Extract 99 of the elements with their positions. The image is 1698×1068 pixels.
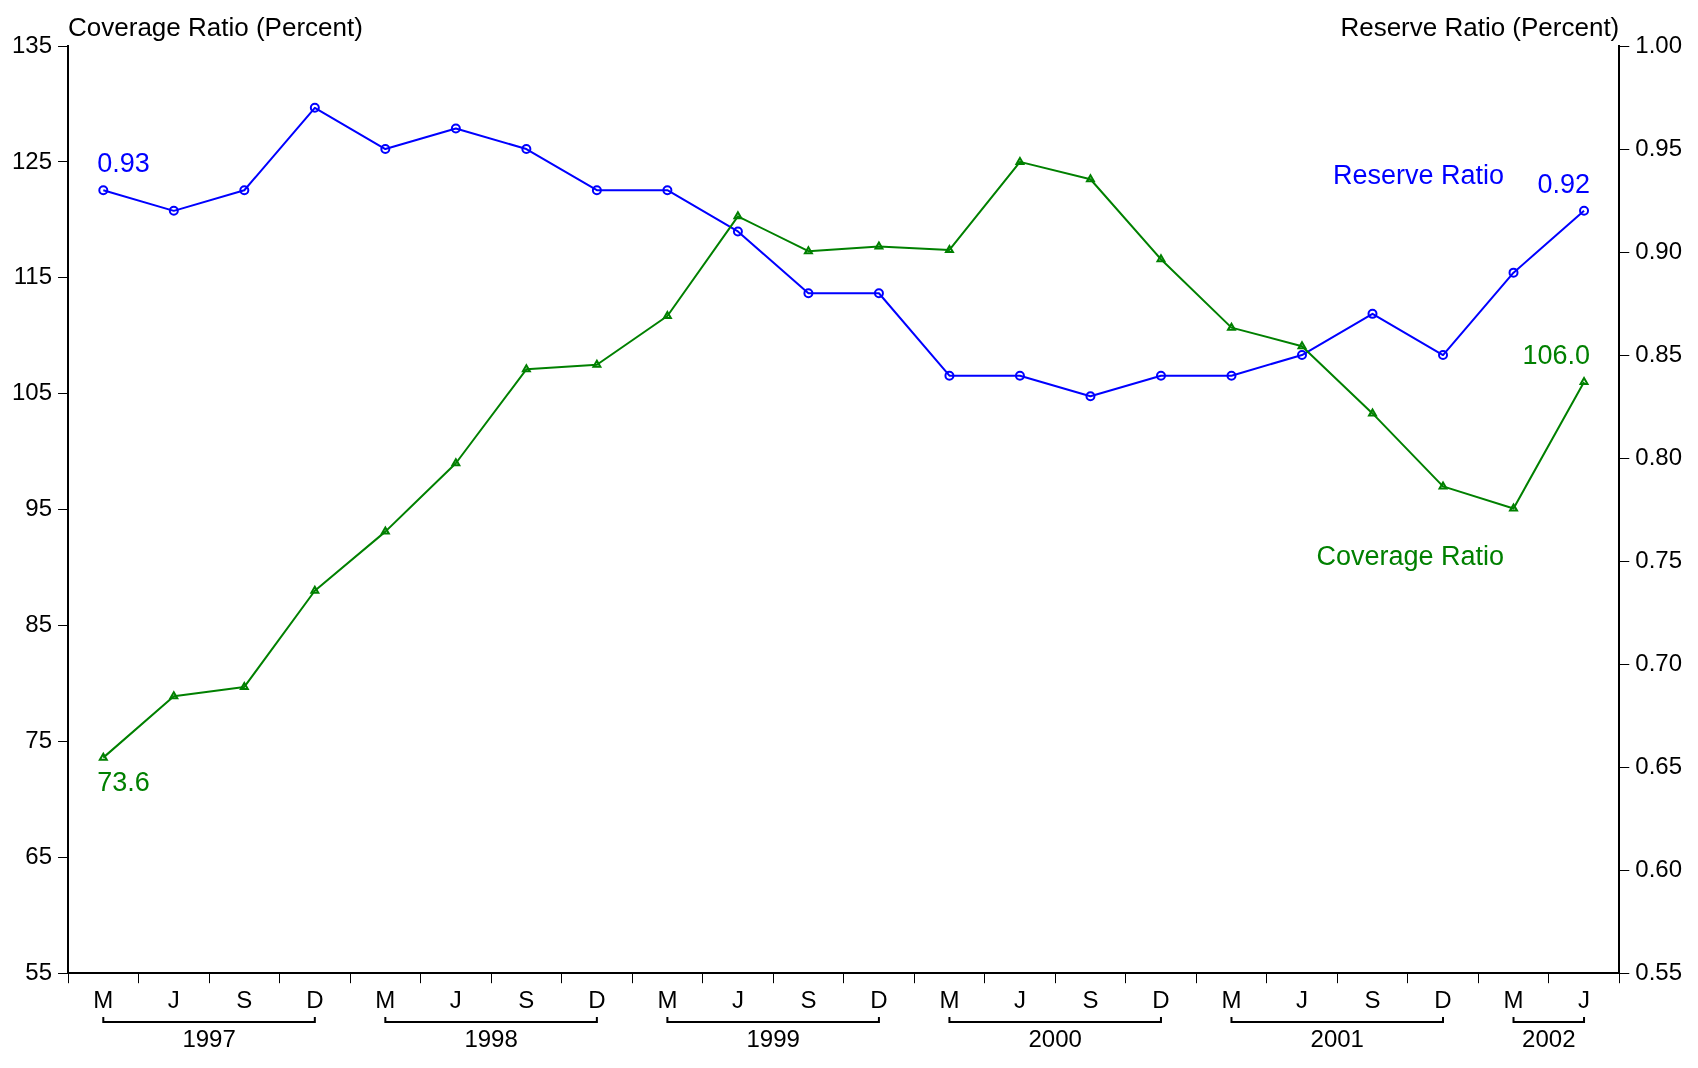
point (309, 102, 320, 113)
point (1509, 503, 1518, 512)
text: 2002 (1522, 1024, 1576, 1052)
point (1438, 481, 1448, 490)
x-tick-label: S (1082, 986, 1099, 1014)
point (1438, 350, 1449, 361)
text: 1997 (182, 1024, 236, 1052)
point (1579, 377, 1589, 386)
x-tick-label: D (870, 986, 888, 1014)
point (450, 123, 461, 134)
y-tick-label: 105 (12, 378, 53, 406)
y2-tick-label: 0.95 (1635, 133, 1683, 161)
point (662, 185, 673, 196)
point (944, 370, 955, 381)
y2-tick-label: 0.75 (1635, 545, 1683, 573)
y2-tick-label: 0.70 (1635, 648, 1683, 676)
y2-tick-label: 0.60 (1635, 854, 1683, 882)
point (733, 211, 743, 220)
point (521, 364, 531, 373)
y-tick-label: 85 (25, 610, 53, 638)
x-tick-label: D (1152, 986, 1170, 1014)
text: 1998 (464, 1024, 518, 1052)
point (1015, 156, 1025, 165)
point (168, 205, 179, 216)
x-tick-label: M (939, 986, 960, 1014)
x-tick-label: S (1364, 986, 1381, 1014)
point (380, 144, 391, 155)
point (874, 241, 884, 250)
data-label: 106.0 (1522, 340, 1591, 371)
point (1297, 341, 1307, 350)
point (451, 458, 461, 467)
point (1155, 370, 1166, 381)
point (1227, 322, 1236, 331)
y-tick-label: 75 (25, 726, 53, 754)
x-tick-label: S (236, 986, 253, 1014)
point (239, 681, 249, 690)
y2-tick-label: 0.55 (1635, 957, 1683, 985)
x-tick-label: J (1013, 986, 1026, 1014)
point (98, 185, 109, 196)
point (803, 288, 814, 299)
x-tick-label: S (800, 986, 817, 1014)
point (98, 752, 108, 761)
x-tick-label: M (375, 986, 396, 1014)
point (380, 526, 390, 535)
point (310, 585, 320, 594)
text: 1999 (746, 1024, 800, 1052)
point (1367, 308, 1378, 319)
point (873, 288, 884, 299)
point (1508, 267, 1519, 278)
x-tick-label: M (1503, 986, 1524, 1014)
point (591, 185, 602, 196)
data-label: 0.92 (1537, 168, 1591, 199)
y-tick-label: 95 (25, 494, 53, 522)
point (732, 226, 743, 237)
point (592, 359, 602, 368)
point (944, 244, 954, 253)
x-tick-label: J (167, 986, 180, 1014)
x-tick-label: D (306, 986, 324, 1014)
y2-tick-label: 0.90 (1635, 236, 1683, 264)
point (1296, 350, 1307, 361)
point (169, 691, 179, 700)
y-tick-label: 65 (25, 841, 53, 869)
text: Reserve Ratio (1332, 160, 1505, 191)
point (1085, 391, 1096, 402)
x-tick-label: J (1295, 986, 1308, 1014)
point (1226, 370, 1237, 381)
x-tick-label: D (588, 986, 606, 1014)
x-tick-label: S (518, 986, 535, 1014)
point (239, 185, 250, 196)
x-tick-label: D (1434, 986, 1452, 1014)
point (803, 246, 813, 255)
x-tick-label: J (1578, 986, 1591, 1014)
y-tick-label: 135 (12, 30, 53, 58)
series-label: Coverage Ratio (1316, 540, 1505, 571)
x-tick-label: J (449, 986, 462, 1014)
y2-tick-label: 0.65 (1635, 751, 1683, 779)
y2-tick-label: 1.00 (1635, 30, 1683, 58)
data-label: 0.93 (97, 148, 150, 179)
y-axis-title: Coverage Ratio (Percent) (68, 12, 363, 43)
text: 2001 (1310, 1024, 1364, 1052)
data-label: 73.6 (97, 766, 150, 797)
point (1085, 174, 1095, 183)
x-tick-label: J (731, 986, 744, 1014)
y-tick-label: 115 (13, 262, 53, 290)
point (1156, 254, 1166, 263)
y2-tick-label: 0.80 (1635, 442, 1683, 470)
point (521, 144, 532, 155)
x-tick-label: M (1221, 986, 1242, 1014)
point (1579, 205, 1590, 216)
point (1014, 370, 1025, 381)
point (662, 311, 672, 320)
y-tick-label: 125 (12, 146, 53, 174)
text: 2000 (1028, 1024, 1082, 1052)
y-tick-label: 55 (25, 957, 53, 985)
y2-axis-title: Reserve Ratio (Percent) (1340, 12, 1620, 43)
point (1368, 408, 1377, 417)
x-tick-label: M (657, 986, 678, 1014)
y2-tick-label: 0.85 (1635, 339, 1683, 367)
x-tick-label: M (93, 986, 114, 1014)
